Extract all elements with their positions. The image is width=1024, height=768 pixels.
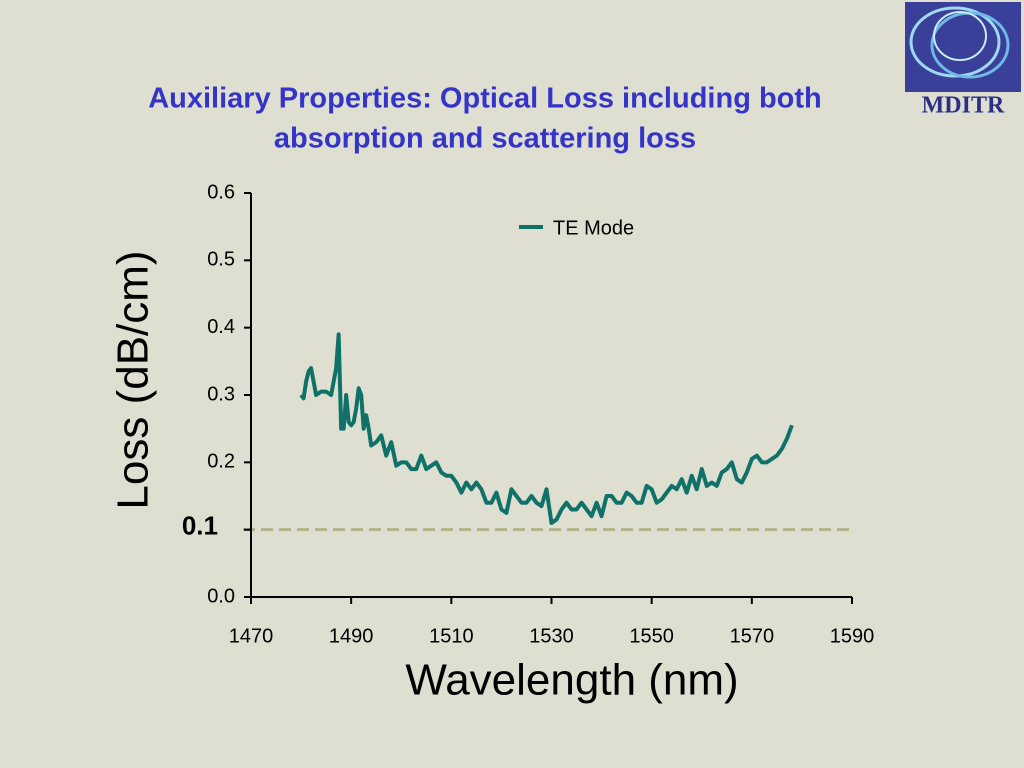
x-tick-label: 1470 xyxy=(229,625,274,647)
title-line: Auxiliary Properties: Optical Loss inclu… xyxy=(148,83,822,115)
logo-ring xyxy=(933,11,987,61)
x-tick-label: 1530 xyxy=(529,625,574,647)
data-line xyxy=(299,332,794,525)
y-tick-label: 0.5 xyxy=(207,249,235,271)
logo: MDITR xyxy=(905,2,1021,120)
y-tick-label: 0.2 xyxy=(207,451,235,473)
x-tick-label: 1550 xyxy=(629,625,674,647)
legend-label: TE Mode xyxy=(553,217,634,239)
y-axis-label: Loss (dB/cm) xyxy=(109,250,158,509)
title-line: absorption and scattering loss xyxy=(274,123,696,155)
y-tick-label: 0.0 xyxy=(207,585,235,607)
logo-text: MDITR xyxy=(922,93,1005,119)
logo-band xyxy=(905,92,1021,120)
x-tick-label: 1490 xyxy=(329,625,374,647)
x-tick-label: 1510 xyxy=(429,625,474,647)
x-axis-label: Wavelength (nm) xyxy=(405,656,738,705)
x-tick-label: 1570 xyxy=(730,625,775,647)
x-tick-label: 1590 xyxy=(830,625,875,647)
y-tick-label: 0.6 xyxy=(207,181,235,203)
y-tick-label: 0.4 xyxy=(207,316,235,338)
reference-label: 0.1 xyxy=(182,511,218,541)
y-tick-label: 0.3 xyxy=(207,383,235,405)
